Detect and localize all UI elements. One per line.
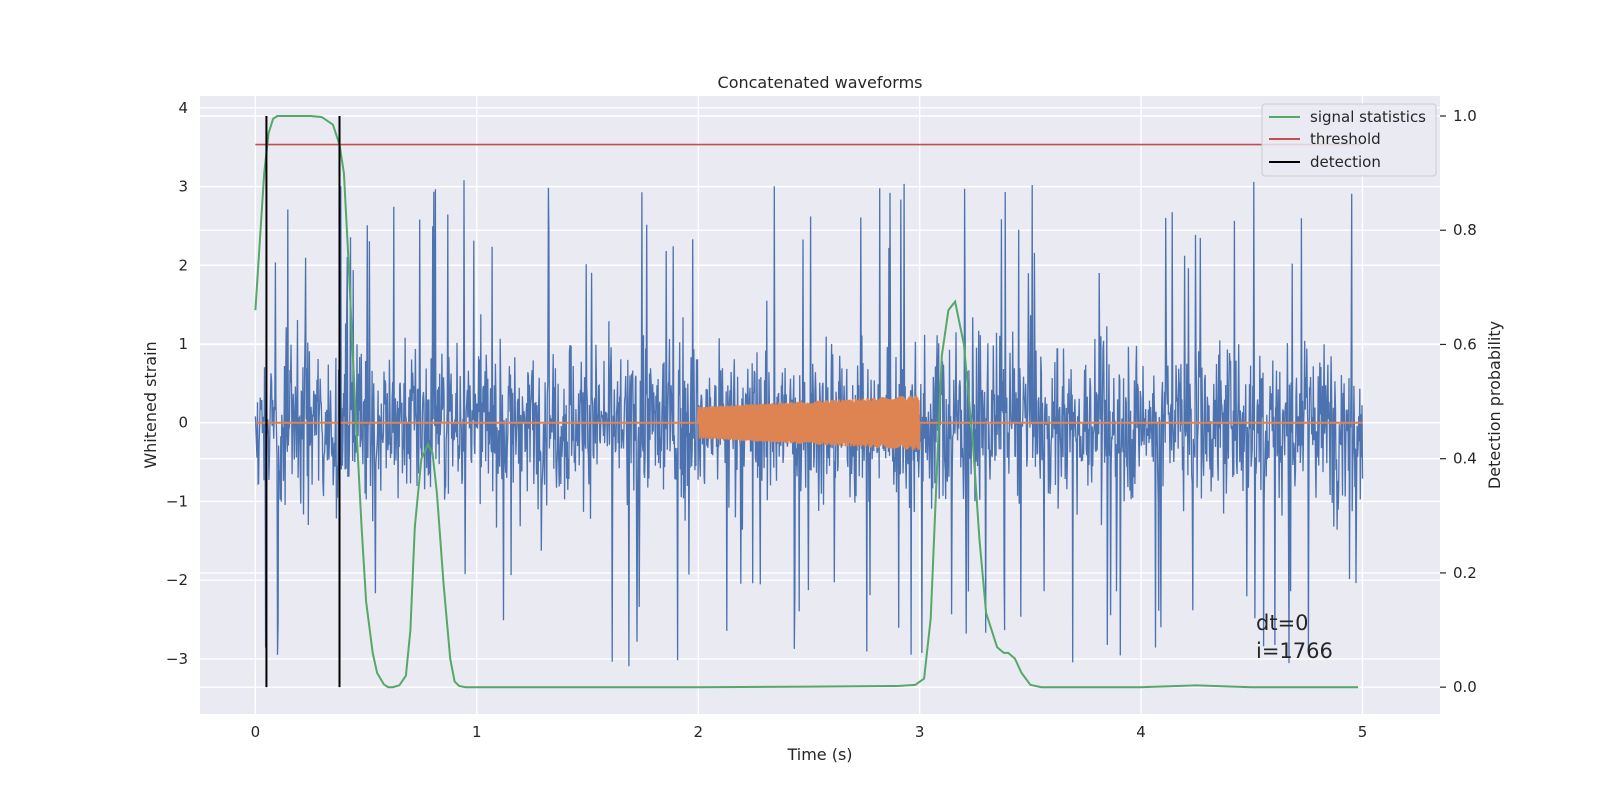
x-tick-label: 0 [251,723,261,741]
annotation-i: i=1766 [1256,639,1333,663]
y-right-tick-label: 0.0 [1453,678,1477,696]
noise-series-line [254,180,1364,667]
legend-label-threshold: threshold [1310,130,1381,148]
y-tick-label: −1 [166,492,188,510]
y-right-tick-label: 0.6 [1453,335,1477,353]
x-axis-label: Time (s) [786,745,852,764]
y-right-tick-label: 0.8 [1453,221,1477,239]
chart-title: Concatenated waveforms [718,73,923,92]
x-tick-label: 5 [1358,723,1368,741]
y-right-tick-label: 1.0 [1453,107,1477,125]
y-tick-label: 0 [178,414,188,432]
y-tick-label: 3 [178,178,188,196]
y-axis-label: Whitened strain [141,341,160,468]
y-tick-label: −3 [166,650,188,668]
x-tick-label: 3 [915,723,925,741]
chirp-series-line [697,395,921,451]
y-tick-label: 1 [178,335,188,353]
tick-layer: 0 1 2 3 4 5 −3 −2 −1 0 1 2 3 4 0.0 0.2 0.4 0.6 0.8 1.0 [166,99,1477,741]
annotation-dt: dt=0 [1256,611,1309,635]
legend-label-detection: detection [1310,153,1381,171]
legend: signal statistics threshold detection [1261,103,1437,177]
signal-statistics-line [254,115,1359,689]
annotation: dt=0 i=1766 [1256,611,1333,663]
legend-box [1261,103,1437,177]
y-right-axis-label: Detection probability [1485,321,1504,489]
y-right-tick-label: 0.2 [1453,564,1477,582]
x-tick-label: 2 [693,723,703,741]
legend-label-signal-statistics: signal statistics [1310,108,1426,126]
y-tick-label: −2 [166,571,188,589]
y-tick-label: 4 [178,99,188,117]
y-tick-label: 2 [178,256,188,274]
series-layer [254,115,1364,689]
x-tick-label: 4 [1136,723,1146,741]
x-tick-label: 1 [472,723,482,741]
y-right-tick-label: 0.4 [1453,450,1477,468]
